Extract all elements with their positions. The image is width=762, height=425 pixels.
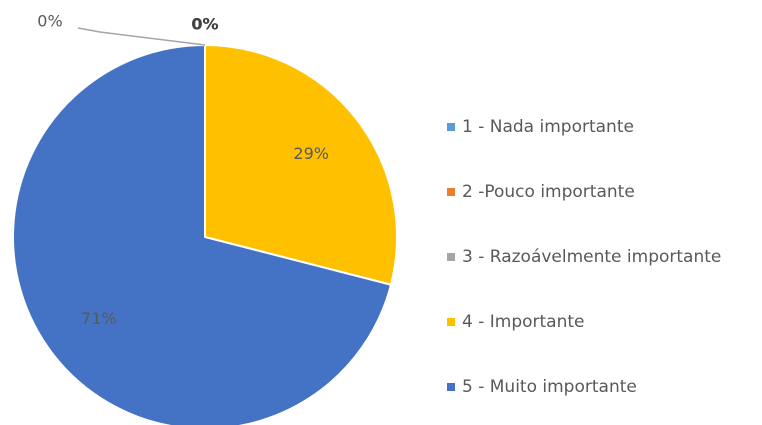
legend-label: 3 - Razoávelmente importante [462, 247, 721, 267]
data-label: 0% [37, 12, 62, 31]
data-label: 29% [293, 144, 329, 163]
data-label: 0% [191, 15, 218, 34]
data-label: 0% [191, 15, 218, 34]
legend-swatch [447, 123, 455, 131]
legend-swatch [447, 188, 455, 196]
legend-swatch [447, 383, 455, 391]
legend-swatch [447, 253, 455, 261]
legend-label: 5 - Muito importante [462, 377, 637, 397]
legend-label: 1 - Nada importante [462, 117, 634, 137]
pie-slice [12, 44, 392, 425]
legend-swatch [447, 318, 455, 326]
pie-slice [204, 44, 398, 286]
data-label: 71% [81, 309, 117, 328]
legend-label: 2 -Pouco importante [462, 182, 635, 202]
leader-line [77, 27, 206, 46]
legend-label: 4 - Importante [462, 312, 585, 332]
